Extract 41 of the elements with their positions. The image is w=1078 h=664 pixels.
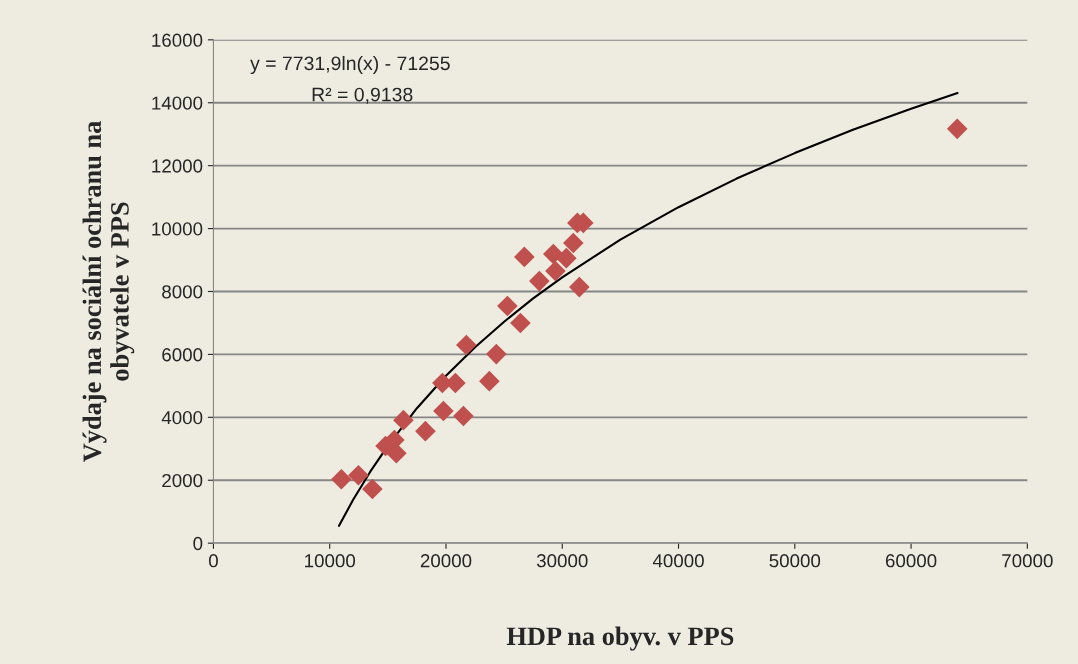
y-tick-label: 4000 [161, 411, 203, 425]
x-tick-label: 70000 [1002, 554, 1053, 568]
point [529, 270, 550, 292]
point [433, 400, 454, 422]
point [545, 260, 566, 282]
x-tick-label: 50000 [769, 554, 821, 568]
x-tick-label: 10000 [305, 554, 356, 568]
y-axis-title: Výdaje na sociální ochranu na obyvatele v PPS [82, 121, 135, 463]
point [946, 118, 968, 140]
y-tick-label: 0 [193, 536, 203, 551]
y-tick-label: 12000 [152, 159, 203, 173]
y-tick-label: 6000 [162, 348, 203, 362]
point [510, 312, 531, 334]
point [415, 420, 436, 442]
point [497, 295, 518, 317]
point [331, 468, 352, 490]
point [563, 232, 584, 254]
point [514, 246, 535, 268]
y-tick-label: 10000 [152, 222, 203, 236]
point [393, 409, 414, 431]
x-tick-label: 30000 [536, 554, 588, 568]
x-tick-label: 40000 [652, 554, 704, 568]
point [569, 276, 590, 298]
x-tick-label: 20000 [420, 554, 472, 568]
point [453, 405, 474, 427]
point [348, 464, 369, 486]
x-tick-label: 0 [208, 554, 218, 568]
annotation: R² = 0,9138 [312, 87, 413, 104]
y-tick-label: 2000 [162, 473, 203, 488]
point [362, 478, 383, 500]
x-axis-title: HDP na obyv. v PPS [506, 626, 734, 651]
point [479, 370, 500, 392]
point [456, 334, 477, 356]
point [486, 343, 507, 365]
x-tick-label: 60000 [885, 554, 937, 568]
y-tick-label: 16000 [152, 33, 203, 47]
point [556, 247, 577, 269]
y-tick-label: 8000 [162, 285, 203, 299]
point [386, 442, 407, 464]
y-tick-label: 14000 [152, 96, 203, 110]
annotation: y = 7731,9ln(x) - 71255 [250, 55, 450, 75]
